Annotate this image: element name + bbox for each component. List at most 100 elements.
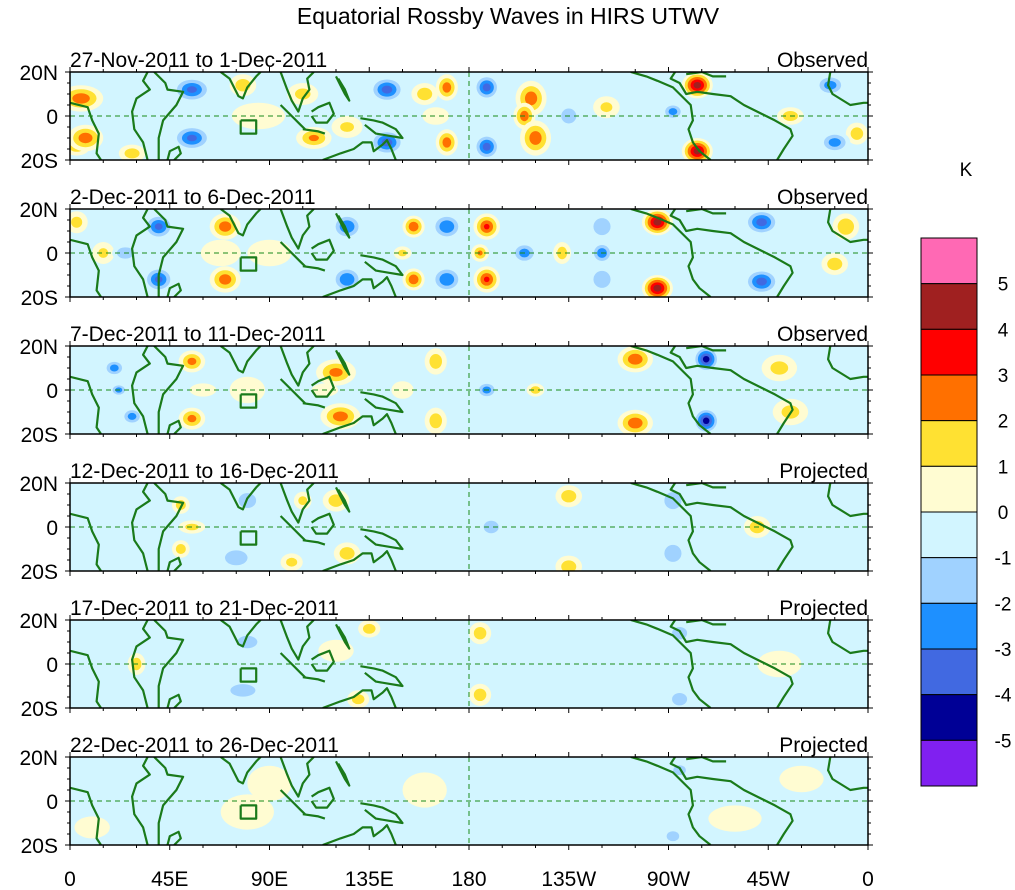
contour-band bbox=[88, 824, 97, 830]
anomaly-blob bbox=[555, 555, 583, 571]
anomaly-blob bbox=[566, 350, 594, 377]
coastline bbox=[220, 72, 262, 100]
contour-band bbox=[566, 564, 571, 569]
anomaly-blob bbox=[320, 403, 361, 430]
y-tick-label: 20S bbox=[21, 424, 58, 447]
anomaly-blob bbox=[358, 620, 381, 638]
y-tick-label: 20S bbox=[21, 698, 58, 721]
contour-band bbox=[422, 92, 427, 96]
coastline bbox=[279, 72, 315, 113]
anomaly-blob bbox=[120, 407, 144, 426]
panel-date-range: 17-Dec-2011 to 21-Dec-2011 bbox=[70, 597, 339, 620]
anomaly-blob bbox=[70, 124, 104, 152]
coastline bbox=[153, 483, 185, 571]
anomaly-blob bbox=[845, 122, 868, 145]
colorbar-tick-label: -4 bbox=[995, 686, 1012, 707]
contour-band bbox=[334, 498, 338, 503]
panel-date-range: 12-Dec-2011 to 16-Dec-2011 bbox=[70, 460, 339, 483]
coastline bbox=[310, 512, 335, 535]
anomaly-blob bbox=[178, 350, 206, 373]
coastline bbox=[322, 550, 397, 571]
anomaly-blob bbox=[393, 246, 412, 260]
contour-band bbox=[330, 647, 342, 654]
coastline bbox=[630, 620, 712, 708]
contour-band bbox=[99, 775, 108, 783]
anomaly-blob bbox=[287, 83, 319, 105]
coastline bbox=[166, 419, 182, 434]
anomaly-blob bbox=[471, 244, 489, 262]
anomaly-blob bbox=[402, 268, 425, 291]
contour-band bbox=[340, 122, 354, 132]
coastline bbox=[335, 75, 351, 102]
anomaly-blob bbox=[70, 85, 104, 112]
coastline bbox=[131, 209, 151, 297]
coastline bbox=[322, 139, 397, 160]
anomaly-blob bbox=[85, 765, 121, 793]
contour-band bbox=[842, 223, 849, 230]
colorbar-box bbox=[920, 511, 978, 559]
panel-date-range: 22-Dec-2011 to 26-Dec-2011 bbox=[70, 734, 339, 757]
colorbar-tick-label: -3 bbox=[995, 640, 1012, 661]
contour-band bbox=[443, 223, 451, 230]
anomaly-blob bbox=[402, 215, 425, 238]
contour-band bbox=[433, 418, 438, 423]
coastline bbox=[153, 72, 185, 160]
contour-band bbox=[695, 83, 700, 88]
colorbar-tick-label: 2 bbox=[998, 412, 1009, 433]
contour-band bbox=[832, 140, 837, 145]
x-tick-label: 45E bbox=[151, 868, 188, 890]
anomaly-blob bbox=[105, 74, 141, 97]
anomaly-blob bbox=[743, 209, 780, 236]
colorbar-tick-label: 4 bbox=[998, 320, 1009, 341]
coastline bbox=[279, 104, 306, 130]
x-tick-label: 45W bbox=[747, 868, 790, 890]
colorbar-box bbox=[920, 328, 978, 376]
contour-band bbox=[338, 414, 343, 419]
anomaly-blob bbox=[178, 407, 206, 430]
anomaly-blob bbox=[384, 487, 412, 514]
contour-band bbox=[854, 131, 859, 136]
anomaly-blob bbox=[435, 129, 458, 156]
anomaly-blob bbox=[331, 116, 363, 138]
coastline bbox=[360, 391, 404, 414]
coastline bbox=[310, 375, 335, 398]
coastline bbox=[826, 346, 868, 381]
x-tick-label: 135W bbox=[541, 868, 596, 890]
anomaly-field bbox=[70, 209, 868, 297]
anomaly-blob bbox=[659, 540, 687, 567]
contour-band bbox=[392, 494, 404, 507]
coastline bbox=[669, 483, 794, 571]
coastline bbox=[310, 101, 335, 124]
contour-band bbox=[560, 251, 565, 255]
coastline bbox=[153, 757, 185, 845]
panel-status: Observed bbox=[777, 323, 868, 346]
panel-status: Projected bbox=[779, 460, 868, 483]
y-tick-label: 0 bbox=[46, 380, 58, 403]
coastline bbox=[669, 346, 794, 434]
contour-band bbox=[187, 357, 197, 366]
y-tick-label: 20N bbox=[19, 199, 58, 222]
anomaly-blob bbox=[280, 553, 303, 571]
contour-band bbox=[213, 248, 229, 258]
contour-band bbox=[573, 357, 586, 370]
contour-band bbox=[431, 113, 440, 119]
anomaly-blob bbox=[391, 381, 414, 399]
coastlines bbox=[70, 620, 868, 708]
anomaly-blob bbox=[692, 346, 720, 373]
contour-band bbox=[398, 249, 407, 257]
contour-band bbox=[773, 660, 786, 668]
anomaly-blob bbox=[557, 639, 602, 667]
coastline bbox=[220, 483, 262, 511]
contour-band bbox=[112, 366, 117, 370]
anomaly-field bbox=[127, 620, 857, 708]
anomaly-blob bbox=[617, 346, 653, 373]
contour-band bbox=[574, 649, 585, 657]
colorbar-tick-label: -5 bbox=[995, 731, 1012, 752]
contour-band bbox=[411, 277, 416, 282]
contour-band bbox=[198, 387, 208, 393]
anomaly-field bbox=[103, 346, 809, 434]
contour-band bbox=[186, 134, 197, 142]
anomaly-blob bbox=[681, 138, 713, 160]
coastline bbox=[166, 145, 182, 160]
map-panel: 20N 0 20S 2-Dec-2011 to 6-Dec-2011 Observed bbox=[19, 186, 873, 310]
